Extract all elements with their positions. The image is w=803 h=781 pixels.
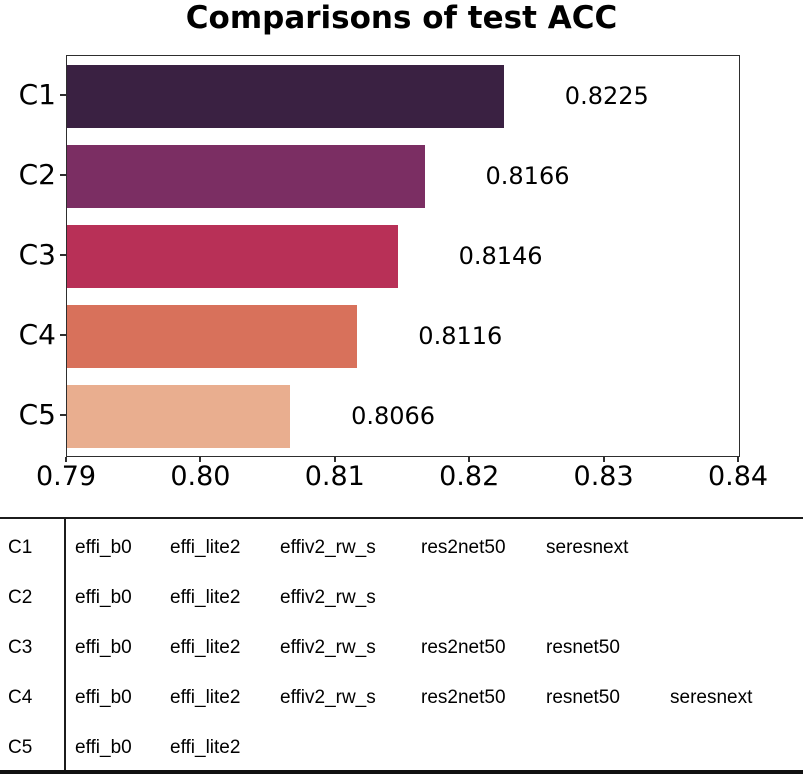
x-tick-mark <box>333 456 336 462</box>
x-tick-mark <box>468 456 471 462</box>
x-tick-label: 0.82 <box>439 461 500 492</box>
x-tick-label: 0.84 <box>707 461 769 492</box>
y-tick-mark <box>60 334 66 336</box>
bar <box>67 145 425 208</box>
model-cell: effi_lite2 <box>170 587 241 608</box>
bar-value-label: 0.8166 <box>485 162 570 190</box>
y-axis-label: C4 <box>18 318 56 351</box>
model-cell: res2net50 <box>421 537 506 558</box>
y-axis-label: C3 <box>18 238 56 271</box>
row-label: C2 <box>8 587 33 608</box>
plot-area: 0.8225 0.8166 0.8146 0.8116 0.8066 <box>66 55 740 457</box>
model-cell: effiv2_rw_s <box>280 537 376 558</box>
model-cell: effiv2_rw_s <box>280 687 376 708</box>
bar-value-label: 0.8146 <box>458 242 543 270</box>
bar-value-label: 0.8225 <box>564 82 649 110</box>
model-cell: effi_lite2 <box>170 637 241 658</box>
bar-value-label: 0.8116 <box>418 322 503 350</box>
table-vertical-divider <box>64 517 66 774</box>
model-cell: res2net50 <box>421 637 506 658</box>
bar <box>67 65 504 128</box>
model-cell: effi_b0 <box>75 737 132 758</box>
model-cell: effi_lite2 <box>170 737 241 758</box>
y-tick-mark <box>60 94 66 96</box>
row-label: C3 <box>8 637 33 658</box>
model-cell: effi_b0 <box>75 537 132 558</box>
table-row: C1 effi_b0 effi_lite2 effiv2_rw_s res2net50 s… <box>0 523 803 573</box>
y-tick-mark <box>60 174 66 176</box>
x-tick-mark <box>737 456 739 462</box>
table-top-border <box>0 517 803 519</box>
x-tick-mark <box>199 456 202 462</box>
model-cell: seresnext <box>670 687 753 708</box>
chart-title: Comparisons of test ACC <box>185 0 618 36</box>
model-cell: resnet50 <box>546 687 620 708</box>
x-tick-label: 0.81 <box>304 461 365 492</box>
y-tick-mark <box>60 414 66 416</box>
model-cell: seresnext <box>546 537 629 558</box>
x-tick-mark <box>602 456 605 462</box>
model-cell: effi_b0 <box>75 587 132 608</box>
table-row: C4 effi_b0 effi_lite2 effiv2_rw_s res2net50 r… <box>0 673 803 723</box>
model-cell: resnet50 <box>546 637 620 658</box>
bar <box>67 305 358 368</box>
model-cell: effi_b0 <box>75 637 132 658</box>
x-tick-mark <box>65 456 67 462</box>
model-cell: effiv2_rw_s <box>280 587 376 608</box>
bar <box>67 225 398 288</box>
row-label: C1 <box>8 537 33 558</box>
table-row: C5 effi_b0 effi_lite2 <box>0 723 803 773</box>
model-cell: effi_lite2 <box>170 687 241 708</box>
y-axis-label: C5 <box>18 398 56 431</box>
x-tick-label: 0.80 <box>170 461 231 492</box>
y-tick-mark <box>60 254 66 256</box>
table-bottom-border <box>0 770 803 774</box>
table-row: C3 effi_b0 effi_lite2 effiv2_rw_s res2net50 r… <box>0 623 803 673</box>
x-tick-label: 0.79 <box>35 461 97 492</box>
model-cell: res2net50 <box>421 687 506 708</box>
bar-value-label: 0.8066 <box>351 402 436 430</box>
table-row: C2 effi_b0 effi_lite2 effiv2_rw_s <box>0 573 803 623</box>
model-cell: effiv2_rw_s <box>280 637 376 658</box>
row-label: C5 <box>8 737 33 758</box>
model-cell: effi_lite2 <box>170 537 241 558</box>
y-axis-label: C2 <box>18 158 56 191</box>
row-label: C4 <box>8 687 33 708</box>
bar <box>67 385 291 448</box>
y-axis-label: C1 <box>18 78 56 111</box>
x-tick-label: 0.83 <box>573 461 634 492</box>
model-cell: effi_b0 <box>75 687 132 708</box>
